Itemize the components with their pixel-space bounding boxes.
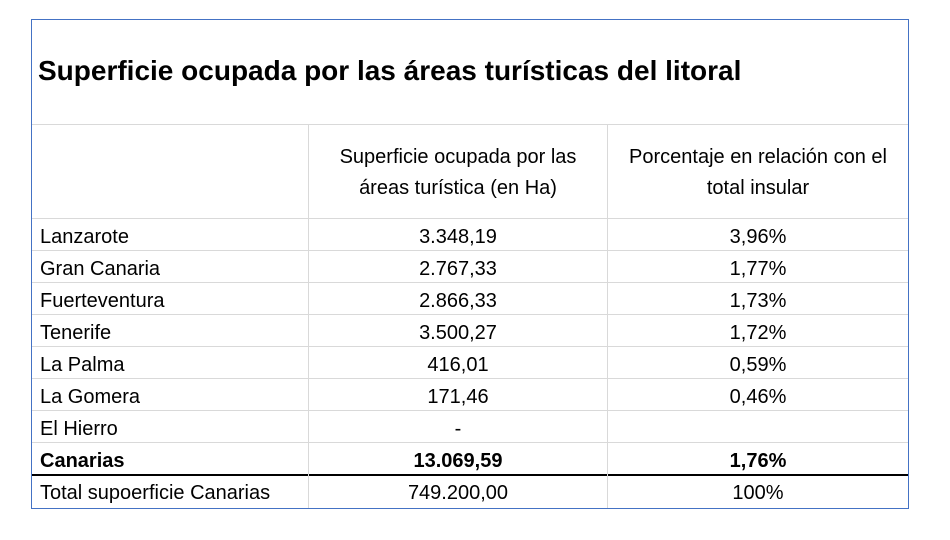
row-divider [32,250,908,251]
row-divider [32,410,908,411]
row-divider [32,378,908,379]
area-value: 2.866,33 [419,290,497,312]
island-name: Tenerife [40,322,112,344]
area-value: 3.500,27 [419,322,497,344]
title-divider [32,124,908,125]
column-divider [308,124,309,508]
island-name: Fuerteventura [40,290,165,312]
page-title: Superficie ocupada por las áreas turísti… [38,55,742,86]
column-header-area: Superficie ocupada por las áreas turísti… [339,146,577,199]
area-value: - [454,418,462,440]
table-frame [31,19,909,509]
row-divider [32,346,908,347]
percentage-value: 3,96% [729,226,787,248]
row-divider [32,314,908,315]
island-name: La Gomera [40,386,141,408]
percentage-value: 1,72% [729,322,787,344]
area-value: 13.069,59 [413,450,503,472]
area-value: 416,01 [427,354,489,376]
percentage-value: 0,59% [729,354,787,376]
area-value: 171,46 [427,386,489,408]
island-name: Gran Canaria [40,258,161,280]
island-name: La Palma [40,354,125,376]
island-name: El Hierro [40,418,118,440]
area-value: 749.200,00 [407,482,509,504]
area-value: 2.767,33 [419,258,497,280]
island-name: Total supoerficie Canarias [40,482,271,504]
total-rule [32,474,908,476]
header-divider [32,218,908,219]
column-divider [607,124,608,508]
percentage-value: 1,73% [729,290,787,312]
area-value: 3.348,19 [419,226,497,248]
island-name: Canarias [40,450,125,472]
row-divider [32,442,908,443]
percentage-value: 0,46% [729,386,787,408]
percentage-value: 1,77% [729,258,787,280]
percentage-value: 100% [732,482,784,504]
row-divider [32,282,908,283]
island-name: Lanzarote [40,226,129,248]
column-header-percentage: Porcentaje en relación con el total insu… [629,146,887,199]
percentage-value: 1,76% [729,450,787,472]
